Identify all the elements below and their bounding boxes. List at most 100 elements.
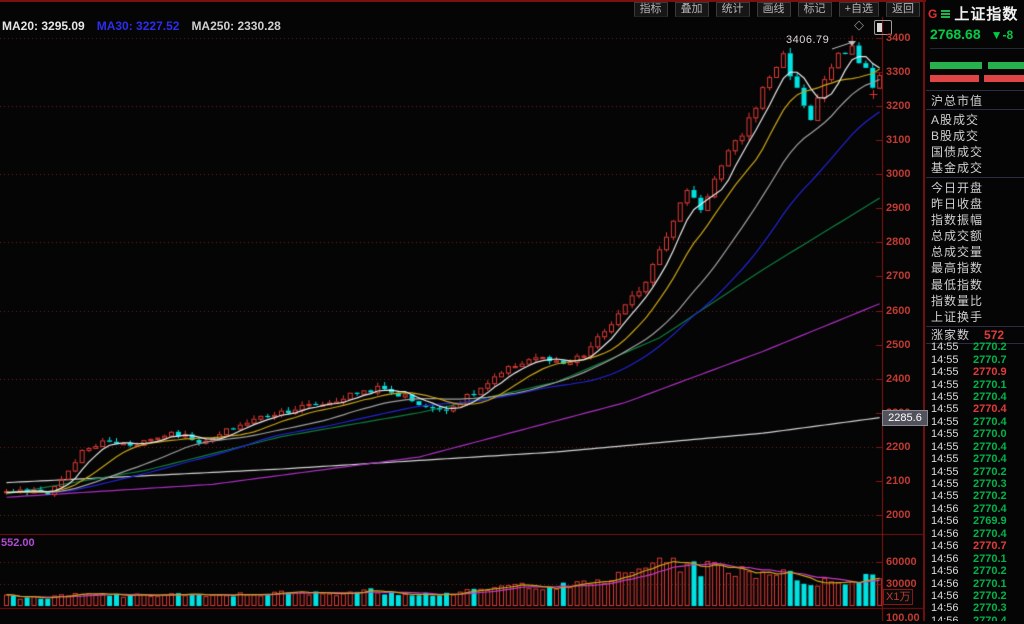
tick-price: 2770.3 <box>973 602 1007 615</box>
tick-row: 14:55 2770.3 <box>926 478 1024 490</box>
tick-row: 14:55 2770.0 <box>926 428 1024 440</box>
panel-field-label: 总成交额 <box>931 229 984 244</box>
tick-row: 14:55 2770.2 <box>926 465 1024 478</box>
tick-time: 14:55 <box>931 403 959 416</box>
tick-row: 14:55 2770.4 <box>926 453 1024 465</box>
panel-field-label: 指数量比 <box>931 293 984 308</box>
tick-time: 14:55 <box>931 378 959 391</box>
tick-time: 14:56 <box>931 540 959 553</box>
tick-price: 2770.4 <box>973 403 1007 416</box>
panel-field-row: 基金成交 <box>926 160 1024 176</box>
y-axis-label-3400: 3400 <box>886 32 911 44</box>
tick-time: 14:56 <box>931 614 959 621</box>
tick-row: 14:56 2770.4 <box>926 615 1024 621</box>
tick-time: 14:56 <box>931 565 959 578</box>
panel-divider <box>923 0 925 621</box>
panel-field-row: 沪总市值 <box>926 92 1024 108</box>
gainers-count-row: 涨家数 572 <box>926 325 1024 345</box>
tick-row: 14:55 2770.7 <box>926 353 1024 366</box>
tick-row: 14:56 2770.3 <box>926 602 1024 614</box>
tick-row: 14:56 2770.2 <box>926 590 1024 602</box>
panel-toggle-icon[interactable] <box>874 20 892 35</box>
price-change: ▼-8 <box>990 28 1014 42</box>
field-group: A股成交 B股成交 国债成交 基金成交 <box>926 109 1024 177</box>
gainers-label: 涨家数 <box>931 328 971 343</box>
tick-price: 2770.4 <box>973 502 1007 515</box>
last-price: 2768.68 <box>930 26 981 42</box>
tick-row: 14:56 2770.4 <box>926 528 1024 540</box>
tick-price: 2770.2 <box>973 465 1007 478</box>
diamond-icon[interactable]: ◇ <box>854 17 864 32</box>
toolbar-button-overlay[interactable]: 叠加 <box>674 2 709 17</box>
tick-row: 14:56 2770.1 <box>926 552 1024 565</box>
tick-price: 2770.4 <box>973 440 1007 453</box>
tick-time: 14:56 <box>931 515 959 528</box>
gainers-value: 572 <box>984 327 1005 342</box>
tick-row: 14:56 2770.2 <box>926 565 1024 577</box>
tick-price: 2770.1 <box>973 577 1007 590</box>
tick-time: 14:56 <box>931 527 959 540</box>
panel-field-label: 上证换手 <box>931 310 984 325</box>
y-axis-label-2400: 2400 <box>886 372 911 385</box>
market-fields-list: 沪总市值 A股成交 B股成交 国债成交 基金成交今日开盘 昨日收盘 指数振幅总成交额 总成交量… <box>926 90 1024 345</box>
tick-price: 2770.2 <box>973 565 1007 578</box>
field-group: 沪总市值 <box>926 90 1024 109</box>
panel-field-row: B股成交 <box>926 127 1024 143</box>
panel-field-label: A股成交 <box>931 112 980 127</box>
toolbar-button-statistics[interactable]: 统计 <box>715 2 750 17</box>
tick-price: 2770.2 <box>973 341 1007 354</box>
last-price-row: 2768.68 ▼-8 <box>930 26 1024 49</box>
price-level-box: 2285.6 <box>882 409 928 426</box>
tick-price: 2770.4 <box>973 453 1007 466</box>
candlestick-chart-canvas[interactable] <box>0 3 924 621</box>
tick-price: 2770.9 <box>973 366 1007 379</box>
panel-field-row: 指数振幅 <box>926 211 1024 227</box>
tick-price: 2770.2 <box>973 589 1007 602</box>
tick-time: 14:56 <box>931 552 959 565</box>
tick-time: 14:55 <box>931 490 959 503</box>
tick-row: 14:56 2770.1 <box>926 577 1024 590</box>
tick-price: 2770.4 <box>973 527 1007 540</box>
y-axis-label-2000: 2000 <box>886 508 911 521</box>
tick-row: 14:55 2770.4 <box>926 416 1024 428</box>
y-axis-label-2800: 2800 <box>886 236 911 249</box>
toolbar-button-add-watchlist[interactable]: +自选 <box>838 2 879 17</box>
toolbar-button-indicator[interactable]: 指标 <box>633 2 668 17</box>
panel-field-label: 总成交量 <box>931 245 984 260</box>
toolbar-button-mark[interactable]: 标记 <box>797 2 832 17</box>
tick-time: 14:55 <box>931 390 959 403</box>
panel-field-row: 指数量比 <box>926 292 1024 308</box>
tick-price: 2769.9 <box>973 515 1007 528</box>
panel-field-row: 总成交额 <box>926 228 1024 244</box>
panel-field-label: 指数振幅 <box>931 212 984 227</box>
buy-volume-bar-2 <box>988 62 1024 69</box>
tick-time: 14:56 <box>931 502 959 515</box>
volume-axis-label-60000: 60000 <box>886 556 917 568</box>
tick-price: 2770.1 <box>973 552 1007 565</box>
panel-field-label: 今日开盘 <box>931 180 984 195</box>
toolbar-button-draw-line[interactable]: 画线 <box>756 2 791 17</box>
tick-row: 14:55 2770.4 <box>926 441 1024 453</box>
y-axis-label-2100: 2100 <box>886 474 911 487</box>
tick-time: 14:55 <box>931 465 959 478</box>
ma30-label: MA30: 3227.52 <box>96 19 180 33</box>
tick-time: 14:55 <box>931 428 959 441</box>
panel-field-label: 昨日收盘 <box>931 196 984 211</box>
sell-volume-bar-1 <box>930 75 979 82</box>
y-axis-label-2500: 2500 <box>886 338 911 351</box>
tick-time: 14:55 <box>931 341 959 354</box>
volume-axis-label-30000: 30000 <box>886 578 917 590</box>
y-axis-label-3100: 3100 <box>886 134 911 147</box>
tick-row: 14:55 2770.4 <box>926 403 1024 415</box>
toolbar-button-back[interactable]: 返回 <box>886 2 920 17</box>
tick-price: 2770.7 <box>973 353 1007 366</box>
tick-time: 14:55 <box>931 478 959 491</box>
tick-price: 2770.4 <box>973 390 1007 403</box>
tick-time: 14:55 <box>931 366 959 379</box>
y-axis-label-2600: 2600 <box>886 304 911 317</box>
chart-toolbar: 指标 叠加 统计 画线 标记 +自选 返回 <box>633 2 920 17</box>
panel-field-label: 基金成交 <box>931 161 984 176</box>
tick-price: 2770.2 <box>973 490 1007 503</box>
y-axis-label-3000: 3000 <box>886 168 911 181</box>
